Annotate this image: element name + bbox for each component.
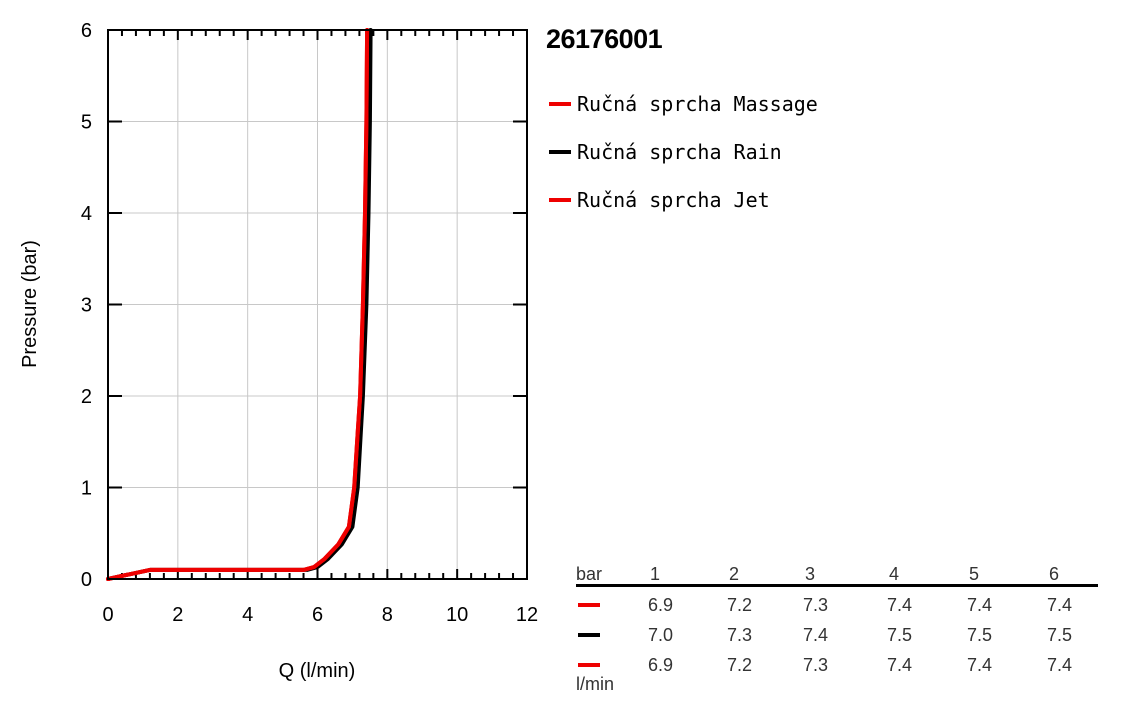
table-row-swatch [578, 663, 600, 667]
x-tick-label: 4 [242, 604, 253, 626]
series-line-2 [106, 28, 370, 581]
legend-swatch-jet [549, 198, 571, 202]
table-cell: 7.3 [727, 625, 753, 645]
table-cell: 7.4 [1047, 655, 1073, 675]
y-tick-label: 6 [81, 20, 92, 42]
table-header-rule [576, 584, 1098, 587]
table-cell: 7.4 [1047, 595, 1073, 615]
table-cell: 7.3 [803, 655, 829, 675]
y-tick-label: 2 [81, 386, 92, 408]
legend-swatch-massage [549, 102, 571, 106]
table-cell: 7.5 [887, 625, 913, 645]
flow-rate-table: bar 1 2 3 4 5 6 6.9 7.2 7.3 7.4 7.4 7.4 7.0 7.3 7.4 7.5… [576, 562, 1098, 702]
table-cell: 7.5 [1047, 625, 1073, 645]
table-unit-header: bar [576, 564, 603, 584]
table-cell: 6.9 [648, 655, 674, 675]
table-unit-footer: l/min [576, 674, 615, 694]
table-cell: 7.5 [967, 625, 993, 645]
plot-frame [107, 29, 528, 580]
table-cell: 7.4 [803, 625, 829, 645]
table-row-swatch [578, 603, 600, 607]
table-row-swatch [578, 633, 600, 637]
chart-title: 26176001 [546, 24, 663, 54]
table-cell: 7.4 [887, 655, 913, 675]
legend-swatch-rain [549, 150, 571, 154]
x-axis-title: Q (l/min) [279, 660, 356, 682]
y-tick-label: 3 [81, 295, 92, 317]
grid [108, 30, 527, 579]
legend-label-rain: Ručná sprcha Rain [577, 140, 782, 164]
table-cell: 7.3 [803, 595, 829, 615]
table-cell: 6.9 [648, 595, 674, 615]
table-header-pressure: 6 [1049, 564, 1060, 584]
y-tick-label: 1 [81, 478, 92, 500]
legend-label-jet: Ručná sprcha Jet [577, 188, 770, 212]
x-tick-label: 6 [312, 604, 323, 626]
series-lines [106, 28, 373, 581]
table-cell: 7.4 [967, 595, 993, 615]
x-tick-label: 0 [102, 604, 113, 626]
table-header-pressure: 5 [969, 564, 980, 584]
table-header-pressure: 2 [729, 564, 740, 584]
table-cell: 7.2 [727, 655, 753, 675]
y-tick-label: 5 [81, 112, 92, 134]
table-cell: 7.2 [727, 595, 753, 615]
x-tick-label: 10 [446, 604, 468, 626]
table-header-pressure: 3 [805, 564, 816, 584]
table-header-pressure: 1 [650, 564, 661, 584]
table-header-pressure: 4 [889, 564, 900, 584]
x-tick-label: 12 [516, 604, 538, 626]
table-cell: 7.0 [648, 625, 674, 645]
table-cell: 7.4 [887, 595, 913, 615]
table-cell: 7.4 [967, 655, 993, 675]
x-tick-label: 8 [382, 604, 393, 626]
legend-label-massage: Ručná sprcha Massage [577, 92, 818, 116]
y-tick-label: 0 [81, 569, 92, 591]
x-tick-label: 2 [172, 604, 183, 626]
y-tick-label: 4 [81, 203, 92, 225]
y-axis-title: Pressure (bar) [19, 240, 41, 368]
